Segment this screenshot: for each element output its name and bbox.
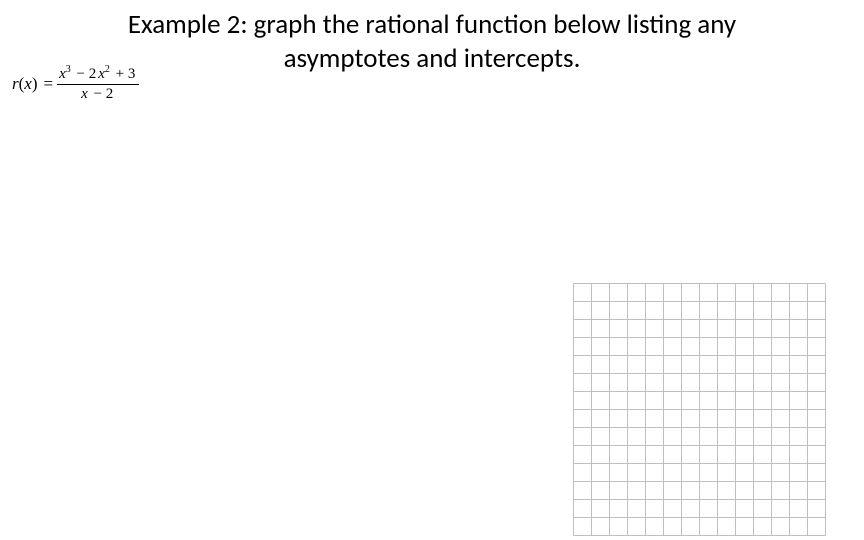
equation-fraction: x3 − 2x2 + 3 x − 2 [57, 64, 139, 103]
equation: r(x) = x3 − 2x2 + 3 x − 2 [12, 64, 139, 103]
equation-lhs: r(x) [12, 74, 38, 94]
equation-denominator: x − 2 [79, 85, 117, 103]
graph-grid [573, 283, 826, 536]
equation-equals: = [44, 74, 54, 94]
title-line-1: Example 2: graph the rational function b… [0, 8, 864, 41]
equation-numerator: x3 − 2x2 + 3 [57, 64, 139, 84]
grid-svg [573, 283, 826, 536]
